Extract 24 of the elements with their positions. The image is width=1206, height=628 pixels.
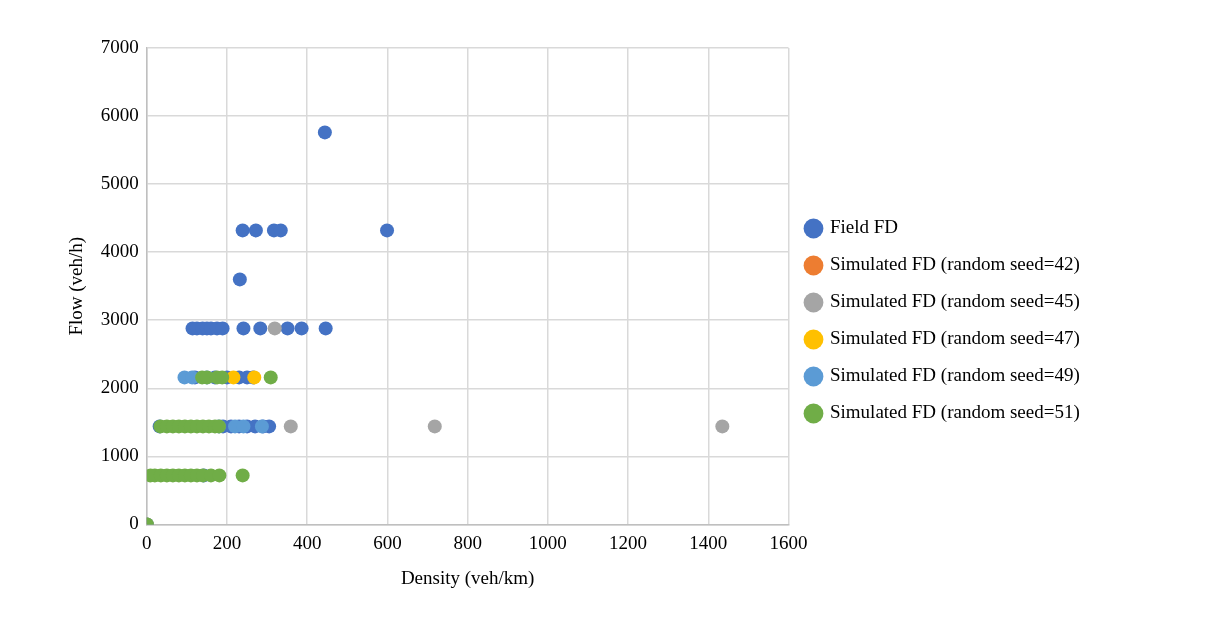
y-tick-label: 4000 — [100, 240, 139, 262]
legend-label: Field FD — [830, 216, 899, 238]
x-tick-label: 1600 — [769, 531, 808, 553]
y-tick-label: 6000 — [100, 104, 139, 126]
y-axis-title: Flow (veh/h) — [65, 236, 88, 336]
x-tick-label: 400 — [292, 531, 322, 553]
x-tick-label: 600 — [373, 531, 402, 553]
y-tick-label: 7000 — [100, 35, 139, 57]
x-tick-label: 1400 — [689, 531, 728, 553]
legend-label: Simulated FD (random seed=51) — [830, 401, 1080, 424]
x-tick-label: 200 — [212, 531, 242, 553]
y-tick-label: 5000 — [100, 172, 139, 194]
legend-label: Simulated FD (random seed=42) — [830, 253, 1080, 276]
y-tick-label: 1000 — [100, 444, 139, 466]
legend-label: Simulated FD (random seed=47) — [830, 327, 1080, 350]
y-tick-label: 3000 — [100, 308, 139, 330]
x-axis-title: Density (veh/km) — [400, 566, 535, 589]
y-tick-label: 0 — [129, 512, 139, 534]
x-tick-label: 800 — [453, 531, 482, 553]
x-tick-label: 1000 — [528, 531, 567, 553]
y-tick-label: 2000 — [100, 376, 139, 398]
x-tick-label: 1200 — [609, 531, 648, 553]
legend-label: Simulated FD (random seed=49) — [830, 364, 1080, 387]
legend-label: Simulated FD (random seed=45) — [830, 290, 1080, 313]
